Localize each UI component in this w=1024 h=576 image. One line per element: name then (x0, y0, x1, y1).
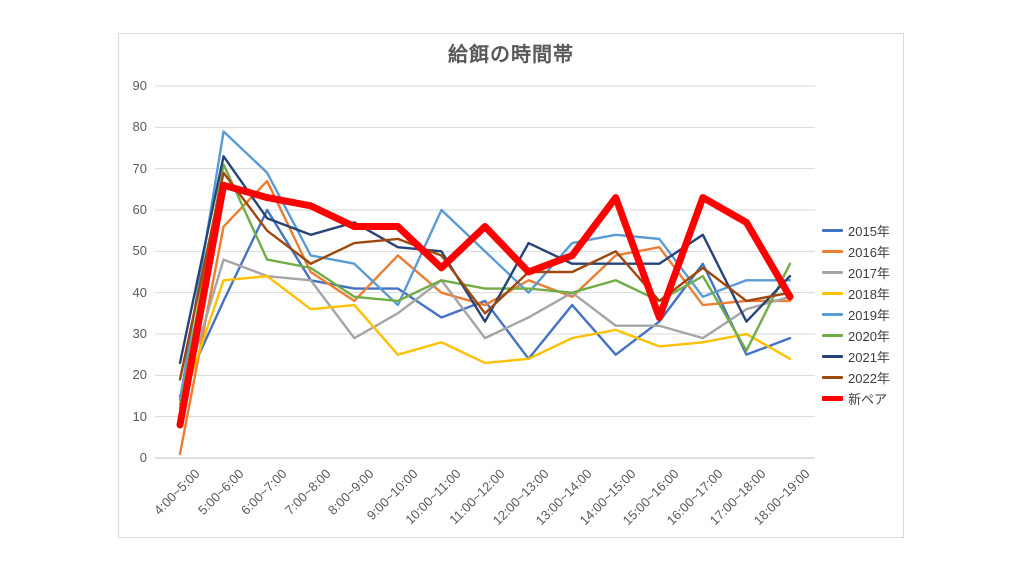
legend-item-2017年[interactable]: 2017年 (822, 262, 890, 283)
legend-swatch (822, 250, 843, 253)
y-tick-label: 70 (132, 160, 147, 176)
legend-label: 2018年 (848, 287, 890, 302)
legend-item-2016年[interactable]: 2016年 (822, 241, 890, 262)
legend-item-2020年[interactable]: 2020年 (822, 325, 890, 346)
legend-label: 2020年 (848, 329, 890, 344)
series-line-2017年[interactable] (178, 258, 792, 406)
y-tick-label: 30 (132, 326, 147, 341)
y-tick-label: 20 (132, 367, 147, 383)
legend-label: 新ペア (848, 392, 888, 407)
chart-title: 給餌の時間帯 (448, 44, 574, 66)
legend-swatch (822, 313, 843, 316)
series-line-2020年[interactable] (178, 163, 792, 410)
legend-item-2019年[interactable]: 2019年 (822, 304, 890, 325)
y-tick-label: 10 (132, 408, 147, 424)
legend-label: 2022年 (848, 371, 890, 386)
y-tick-label: 50 (132, 243, 147, 259)
legend-swatch (822, 229, 843, 232)
legend-label: 2021年 (848, 350, 890, 365)
legend-swatch (822, 376, 843, 379)
y-tick-label: 80 (132, 119, 147, 135)
series-line-2016年[interactable] (178, 179, 792, 456)
legend-item-2021年[interactable]: 2021年 (822, 346, 890, 367)
legend-swatch (822, 334, 843, 337)
legend-item-2022年[interactable]: 2022年 (822, 367, 890, 388)
legend-label: 2019年 (848, 308, 890, 323)
chart-frame (118, 33, 904, 538)
series-lines (176, 130, 794, 456)
legend-label: 2017年 (848, 266, 890, 281)
y-tick-label: 90 (132, 78, 147, 93)
legend-item-2018年[interactable]: 2018年 (822, 283, 890, 304)
series-line-2019年[interactable] (178, 130, 792, 402)
legend-swatch (822, 355, 843, 358)
legend-swatch (822, 292, 843, 295)
y-tick-label: 40 (132, 284, 147, 300)
series-line-2022年[interactable] (178, 171, 792, 381)
series-line-2018年[interactable] (178, 274, 792, 410)
series-line-新ペア[interactable] (176, 181, 794, 429)
y-tick-label: 60 (132, 202, 147, 217)
legend-swatch (822, 271, 843, 274)
legend-item-新ペア[interactable]: 新ペア (822, 388, 890, 409)
y-tick-label: 0 (139, 450, 147, 465)
legend-item-2015年[interactable]: 2015年 (822, 220, 890, 241)
legend-label: 2015年 (848, 224, 890, 239)
chart-legend: 2015年 2016年 2017年 2018年 2019年 2020年 2021年 2022年… (822, 220, 890, 409)
legend-swatch (822, 396, 843, 401)
gridlines (155, 85, 815, 459)
legend-label: 2016年 (848, 245, 890, 260)
